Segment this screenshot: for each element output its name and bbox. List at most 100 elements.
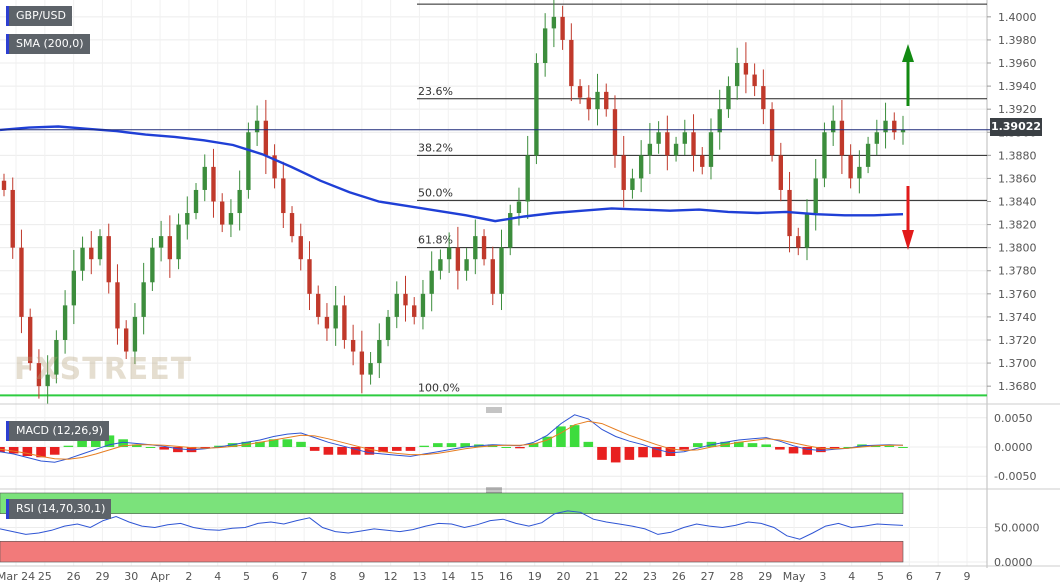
candle	[54, 339, 59, 375]
candle	[45, 374, 50, 387]
candle	[761, 86, 766, 110]
macd-histogram-bar	[528, 443, 539, 447]
candle	[115, 282, 120, 329]
y-tick-label: 1.3720	[998, 334, 1037, 347]
y-tick-label: -0.0050	[994, 470, 1036, 483]
candle	[743, 63, 749, 75]
rsi-label: RSI (14,70,30,1)	[6, 499, 112, 519]
fib-level-label: 38.2%	[418, 141, 453, 154]
macd-histogram-bar	[816, 447, 826, 453]
y-tick-label: 1.3940	[998, 80, 1037, 93]
rsi-band	[0, 492, 904, 515]
arrow-down-icon	[902, 230, 914, 250]
candle	[246, 132, 251, 190]
macd-histogram-bar	[679, 447, 689, 450]
x-tick-label: 8	[330, 570, 337, 583]
candle	[324, 316, 330, 329]
candle	[202, 166, 207, 190]
x-tick-label: 16	[499, 570, 513, 583]
macd-histogram-bar	[569, 425, 580, 447]
macd-histogram-bar	[734, 441, 744, 447]
candle	[211, 166, 216, 202]
x-tick-label: 6	[272, 570, 279, 583]
y-tick-label: 1.3860	[998, 172, 1037, 185]
candle	[464, 259, 469, 271]
candle	[804, 213, 810, 248]
macd-histogram-bar	[419, 445, 429, 447]
candle	[316, 293, 321, 317]
candle	[298, 236, 303, 260]
fib-level-label: 100.0%	[418, 381, 460, 394]
candle	[630, 178, 635, 190]
macd-histogram-bar	[8, 447, 19, 454]
macd-histogram-bar	[323, 447, 334, 455]
x-tick-label: 4	[848, 570, 855, 583]
macd-histogram-bar	[173, 447, 183, 453]
candle	[621, 155, 626, 190]
candle	[673, 143, 679, 156]
x-tick-label: Mar 24	[0, 570, 35, 583]
candle	[665, 132, 670, 156]
x-tick-label: 7	[301, 570, 308, 583]
candle	[857, 166, 862, 179]
candle	[237, 189, 242, 214]
x-tick-label: 9	[964, 570, 971, 583]
macd-histogram-bar	[214, 445, 224, 447]
x-tick-label: 7	[935, 570, 942, 583]
macd-histogram-bar	[446, 443, 457, 447]
y-tick-label: 1.3800	[998, 242, 1037, 255]
macd-histogram-bar	[515, 447, 525, 449]
macd-histogram-bar	[36, 447, 46, 458]
macd-histogram-bar	[268, 439, 279, 447]
x-tick-label: 23	[643, 570, 657, 583]
candle	[778, 155, 783, 190]
x-tick-label: 13	[412, 570, 426, 583]
y-tick-label: 1.3840	[998, 196, 1037, 209]
macd-histogram-bar	[583, 441, 594, 447]
candle	[508, 213, 513, 248]
candle	[10, 189, 15, 248]
y-tick-label: 1.3880	[998, 149, 1037, 162]
macd-histogram-bar	[802, 447, 813, 455]
rsi-bands	[0, 492, 904, 563]
x-tick-label: 20	[557, 570, 571, 583]
candle	[813, 178, 818, 214]
macd-histogram-bar	[665, 447, 676, 457]
candle	[19, 247, 24, 317]
macd-histogram-bar	[104, 435, 115, 447]
candle	[193, 189, 199, 214]
x-tick-label: 5	[877, 570, 884, 583]
x-tick-label: 26	[67, 570, 81, 583]
y-tick-label: 0.0050	[994, 412, 1033, 425]
candle	[490, 259, 495, 294]
macd-histogram-bar	[870, 445, 881, 447]
macd-histogram-bar	[692, 443, 703, 447]
sma-200-line	[0, 125, 904, 223]
macd-histogram-bar	[255, 441, 265, 447]
candle	[586, 97, 591, 110]
candle	[307, 259, 312, 294]
sma-label: SMA (200,0)	[6, 34, 90, 54]
candle	[97, 236, 103, 260]
candle	[499, 247, 504, 294]
macd-histogram-bar	[282, 439, 293, 447]
candle	[525, 155, 530, 202]
candle	[420, 293, 426, 317]
x-tick-label: May	[783, 570, 806, 583]
candle	[752, 74, 757, 87]
last-price-badge: 1.39022	[990, 118, 1042, 136]
macd-histogram-bar	[350, 447, 361, 455]
candle	[481, 236, 487, 260]
macd-histogram-bar	[433, 443, 443, 447]
macd-histogram-bar	[556, 426, 566, 447]
candle	[141, 282, 146, 317]
x-tick-label: Apr	[151, 570, 171, 583]
candle	[700, 155, 705, 167]
macd-histogram-bar	[132, 444, 142, 447]
fib-level-label: 50.0%	[418, 186, 453, 199]
x-tick-label: 6	[906, 570, 913, 583]
y-tick-label: 1.3740	[998, 311, 1037, 324]
candle	[446, 247, 452, 260]
y-tick-label: 1.4000	[998, 11, 1037, 24]
